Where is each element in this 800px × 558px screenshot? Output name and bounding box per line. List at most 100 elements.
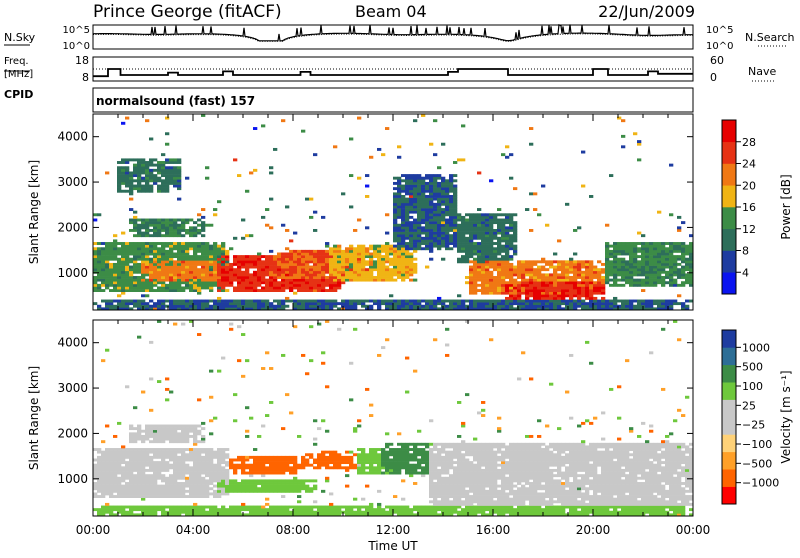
- data-cell: [181, 258, 185, 261]
- data-cell: [461, 255, 465, 258]
- data-cell: [193, 472, 197, 475]
- data-cell: [197, 466, 201, 469]
- data-cell: [641, 273, 645, 276]
- data-cell: [149, 300, 153, 303]
- data-cell: [209, 245, 213, 248]
- data-cell: [485, 224, 489, 227]
- data-cell: [421, 300, 425, 303]
- data-cell: [121, 161, 125, 164]
- data-cell: [349, 266, 353, 269]
- data-cell: [109, 477, 113, 480]
- data-cell: [117, 273, 121, 276]
- data-cell: [509, 302, 513, 305]
- data-cell: [133, 451, 137, 454]
- data-cell: [645, 271, 649, 274]
- data-cell: [353, 247, 357, 250]
- data-cell: [237, 289, 241, 292]
- data-cell: [169, 453, 173, 456]
- data-cell: [281, 487, 285, 490]
- data-cell: [113, 250, 117, 253]
- data-cell: [529, 127, 533, 130]
- data-cell: [429, 182, 433, 185]
- data-cell: [485, 247, 489, 250]
- data-cell: [229, 459, 233, 462]
- data-cell: [409, 229, 413, 232]
- data-cell: [113, 253, 117, 256]
- data-cell: [449, 182, 453, 185]
- data-cell: [109, 245, 113, 248]
- data-cell: [125, 171, 129, 174]
- data-cell: [249, 472, 253, 475]
- data-cell: [213, 276, 217, 279]
- data-cell: [153, 158, 157, 161]
- data-cell: [285, 506, 289, 509]
- data-cell: [637, 260, 641, 263]
- data-cell: [409, 237, 413, 240]
- data-cell: [141, 221, 145, 224]
- data-cell: [121, 169, 125, 172]
- data-cell: [501, 250, 505, 253]
- data-cell: [397, 245, 401, 248]
- data-cell: [417, 192, 421, 195]
- data-cell: [261, 300, 265, 303]
- data-cell: [221, 245, 225, 248]
- data-cell: [437, 182, 441, 185]
- data-cell: [313, 229, 317, 232]
- data-cell: [241, 289, 245, 292]
- data-cell: [461, 221, 465, 224]
- data-cell: [173, 425, 177, 428]
- data-cell: [413, 200, 417, 203]
- data-cell: [401, 255, 405, 258]
- data-cell: [481, 221, 485, 224]
- data-cell: [193, 271, 197, 274]
- data-cell: [125, 190, 129, 193]
- data-cell: [325, 271, 329, 274]
- data-cell: [641, 255, 645, 258]
- data-cell: [165, 179, 169, 182]
- data-cell: [213, 453, 217, 456]
- data-cell: [621, 258, 625, 261]
- data-cell: [193, 487, 197, 490]
- data-cell: [169, 511, 173, 514]
- data-cell: [157, 250, 161, 253]
- data-cell: [381, 255, 385, 258]
- data-cell: [357, 258, 361, 261]
- data-cell: [477, 229, 481, 232]
- data-cell: [297, 508, 301, 511]
- data-cell: [197, 302, 201, 305]
- data-cell: [177, 425, 181, 428]
- data-cell: [341, 192, 345, 195]
- data-cell: [269, 281, 273, 284]
- data-cell: [189, 459, 193, 462]
- data-cell: [97, 469, 101, 472]
- data-cell: [117, 472, 121, 475]
- data-cell: [393, 273, 397, 276]
- data-cell: [129, 253, 133, 256]
- data-cell: [425, 203, 429, 206]
- data-cell: [213, 506, 217, 509]
- data-cell: [93, 263, 97, 266]
- data-cell: [161, 425, 165, 428]
- data-cell: [165, 469, 169, 472]
- data-cell: [153, 268, 157, 271]
- data-cell: [493, 268, 497, 271]
- data-cell: [281, 469, 285, 472]
- data-cell: [289, 273, 293, 276]
- data-cell: [101, 276, 105, 279]
- data-cell: [397, 145, 401, 148]
- data-cell: [649, 305, 653, 308]
- data-cell: [565, 279, 569, 282]
- data-cell: [281, 490, 285, 493]
- data-cell: [129, 432, 133, 435]
- data-cell: [309, 305, 313, 308]
- data-cell: [237, 305, 241, 308]
- data-cell: [149, 266, 153, 269]
- data-cell: [201, 226, 205, 229]
- data-cell: [289, 459, 293, 462]
- data-cell: [181, 279, 185, 282]
- data-cell: [149, 268, 153, 271]
- data-cell: [141, 224, 145, 227]
- data-cell: [225, 469, 229, 472]
- data-cell: [137, 258, 141, 261]
- data-cell: [429, 242, 433, 245]
